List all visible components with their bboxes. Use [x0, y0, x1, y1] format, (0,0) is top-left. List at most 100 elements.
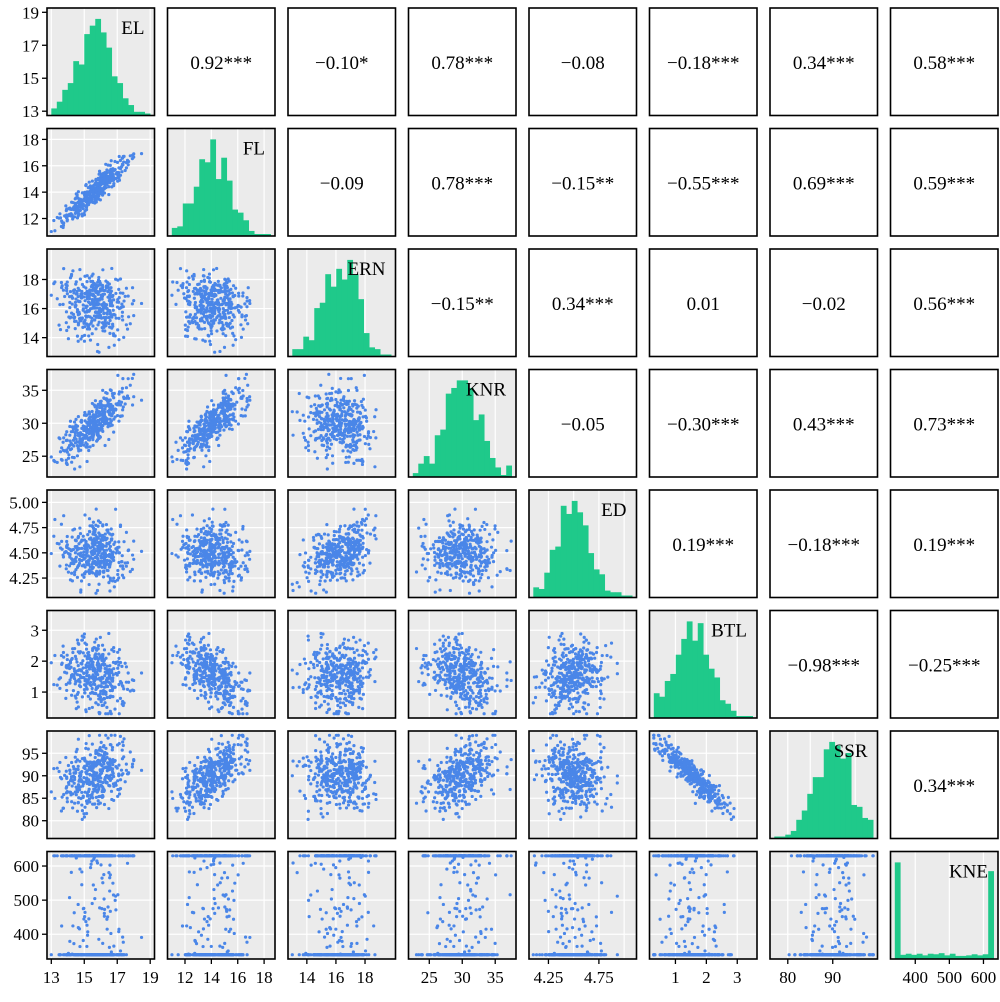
scatter-point — [65, 545, 69, 549]
scatter-point — [193, 303, 197, 307]
scatter-point — [361, 415, 365, 419]
scatter-point — [132, 155, 136, 159]
scatter-point — [330, 386, 334, 390]
scatter-point — [139, 549, 144, 553]
scatter-point — [102, 311, 106, 315]
panel-EL-KNE — [889, 7, 999, 117]
scatter-point — [209, 329, 213, 333]
scatter-point — [228, 326, 233, 330]
scatter-point — [185, 280, 189, 284]
scatter-point — [203, 339, 207, 343]
variable-label: KNR — [466, 380, 506, 401]
scatter-point — [73, 654, 78, 658]
scatter-point — [92, 301, 96, 305]
scatter-point — [222, 591, 226, 595]
scatter-point — [70, 296, 74, 300]
scatter-point — [85, 665, 89, 669]
scatter-point — [476, 540, 480, 545]
scatter-point — [324, 402, 329, 406]
scatter-point — [110, 533, 114, 537]
scatter-point — [112, 649, 116, 653]
scatter-point — [218, 318, 222, 322]
scatter-point — [318, 552, 322, 556]
scatter-point — [202, 289, 206, 293]
scatter-point — [461, 524, 465, 528]
scatter-point — [112, 646, 116, 650]
scatter-point — [245, 396, 249, 401]
histogram-bar — [128, 105, 135, 116]
scatter-point — [65, 288, 69, 293]
scatter-point — [75, 216, 80, 220]
scatter-point — [175, 522, 179, 526]
scatter-point — [309, 555, 313, 559]
scatter-point — [60, 539, 64, 544]
scatter-point — [78, 277, 82, 281]
scatter-point — [449, 573, 453, 577]
scatter-point — [95, 191, 99, 195]
scatter-point — [324, 590, 328, 594]
scatter-point — [480, 524, 484, 528]
scatter-point — [80, 282, 85, 287]
scatter-point — [62, 436, 66, 440]
scatter-point — [342, 433, 346, 438]
scatter-point — [117, 171, 121, 175]
scatter-point — [81, 303, 85, 307]
scatter-point — [225, 296, 229, 300]
scatter-point — [306, 440, 310, 444]
scatter-point — [90, 549, 94, 553]
scatter-point — [202, 519, 206, 523]
scatter-point — [358, 410, 362, 414]
scatter-point — [193, 300, 198, 305]
scatter-point — [344, 418, 349, 422]
scatter-point — [194, 425, 198, 429]
histogram-bar — [423, 456, 430, 477]
scatter-point — [208, 563, 212, 567]
histogram-bar — [84, 34, 91, 116]
scatter-point — [456, 537, 460, 541]
scatter-point — [219, 568, 223, 572]
scatter-point — [233, 407, 237, 411]
scatter-point — [218, 523, 222, 527]
scatter-point — [86, 533, 90, 537]
scatter-point — [52, 458, 56, 463]
scatter-point — [130, 403, 135, 407]
scatter-point — [112, 430, 116, 434]
scatter-point — [186, 456, 190, 460]
histogram-bar — [232, 209, 239, 236]
scatter-point — [88, 184, 92, 188]
scatter-point — [209, 332, 214, 336]
scatter-point — [184, 286, 189, 290]
scatter-point — [326, 428, 331, 433]
scatter-point — [234, 530, 238, 534]
scatter-point — [75, 195, 80, 200]
scatter-point — [68, 555, 72, 559]
scatter-point — [332, 437, 336, 441]
scatter-point — [302, 435, 306, 440]
scatter-point — [331, 563, 335, 567]
histogram-bar — [593, 569, 600, 598]
scatter-point — [224, 292, 228, 296]
scatter-point — [106, 285, 110, 289]
scatter-point — [105, 312, 109, 316]
scatter-point — [99, 174, 103, 178]
scatter-point — [224, 420, 228, 424]
scatter-point — [307, 427, 311, 431]
scatter-point — [485, 564, 489, 568]
scatter-point — [334, 417, 339, 421]
scatter-point — [320, 403, 324, 407]
histogram-bar — [67, 83, 74, 116]
scatter-point — [222, 428, 226, 432]
histogram-bar — [237, 212, 244, 236]
scatter-point — [62, 514, 66, 518]
scatter-point — [243, 414, 247, 418]
scatter-point — [84, 709, 88, 714]
panel-FL-KNR — [407, 127, 517, 237]
scatter-point — [92, 403, 96, 407]
scatter-point — [347, 537, 352, 541]
scatter-point — [187, 548, 191, 552]
scatter-point — [124, 386, 129, 390]
scatter-point — [103, 288, 107, 293]
scatter-point — [212, 555, 216, 560]
scatter-point — [468, 538, 472, 542]
scatter-point — [217, 425, 221, 429]
